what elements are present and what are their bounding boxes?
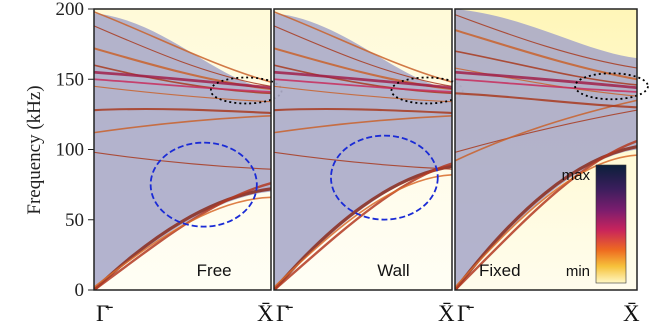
panel-wall [274,9,452,290]
y-tick-label: 0 [75,280,85,301]
colorbar-min-label: min [566,263,590,280]
panel-free [94,9,271,290]
panel-label: Fixed [479,261,521,280]
x-tick-x: X̄ [438,301,455,326]
y-tick-label: 100 [56,140,85,161]
y-tick-label: 150 [56,69,85,90]
panel-label: Wall [377,261,409,280]
x-tick-x: X̄ [623,301,640,326]
panel-label: Free [197,261,232,280]
y-axis-ticks: 0 50 100 150 200 [56,0,95,301]
x-tick-gamma: Γ̄ [457,301,474,326]
colorbar-gradient [596,165,626,283]
colorbar-max-label: max [562,167,591,184]
y-tick-label: 200 [56,0,85,20]
y-axis-label: Frequency (kHz) [24,85,45,214]
x-tick-x: X̄ [257,301,274,326]
x-tick-gamma: Γ̄ [96,301,113,326]
x-tick-gamma: Γ̄ [276,301,293,326]
y-tick-label: 50 [65,210,84,231]
panels: Free Wall Fixed max min [94,9,648,290]
x-axis-ticks: Γ̄ X̄ Γ̄ X̄ Γ̄ X̄ [96,301,640,326]
